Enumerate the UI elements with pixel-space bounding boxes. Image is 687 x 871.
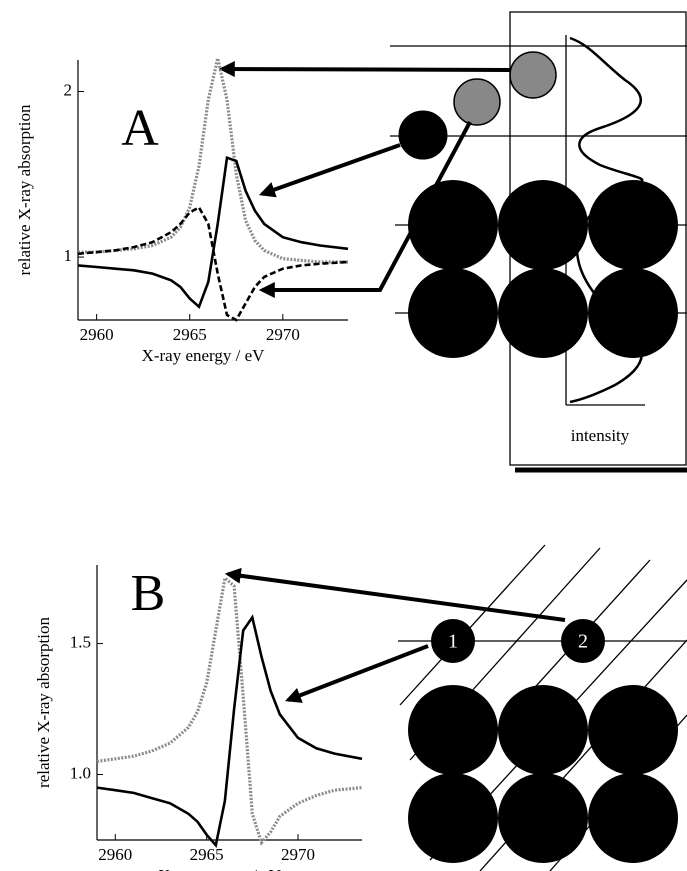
site-label: 1 — [448, 631, 458, 653]
site-label: 2 — [578, 631, 588, 653]
panel-label: A — [121, 100, 159, 157]
y-tick-label: 2 — [64, 80, 73, 99]
atoms — [408, 685, 678, 863]
data-line — [96, 614, 363, 849]
adatom — [398, 110, 448, 160]
x-tick-label: 2960 — [80, 325, 114, 344]
x-tick-label: 2965 — [190, 845, 224, 864]
arrow — [224, 567, 566, 622]
adatom — [453, 78, 501, 126]
y-axis-label: relative X-ray absorption — [34, 617, 53, 788]
x-tick-label: 2960 — [98, 845, 132, 864]
intensity-label: intensity — [571, 426, 630, 445]
y-tick-label: 1.0 — [70, 763, 91, 782]
diagram-b: 1 2 — [224, 544, 687, 871]
panel-label: B — [131, 565, 166, 622]
x-tick-label: 2970 — [266, 325, 300, 344]
adatom — [509, 51, 557, 99]
y-tick-label: 1 — [64, 246, 73, 265]
x-tick-label: 2970 — [281, 845, 315, 864]
arrow — [218, 61, 511, 78]
arrow — [258, 121, 472, 298]
site — [431, 619, 475, 663]
data-line — [78, 57, 348, 264]
site — [561, 619, 605, 663]
x-axis-label: X-ray energy / eV — [158, 866, 282, 871]
x-axis-label: X-ray energy / eV — [142, 346, 266, 365]
x-tick-label: 2965 — [173, 325, 207, 344]
data-line — [77, 155, 349, 310]
arrow — [258, 143, 401, 198]
data-line — [96, 575, 363, 846]
arrow — [285, 644, 429, 703]
diagram-a — [218, 11, 687, 473]
y-tick-label: 1.5 — [70, 632, 91, 651]
data-line — [77, 205, 349, 322]
atoms — [408, 180, 678, 358]
y-axis-label: relative X-ray absorption — [15, 104, 34, 275]
